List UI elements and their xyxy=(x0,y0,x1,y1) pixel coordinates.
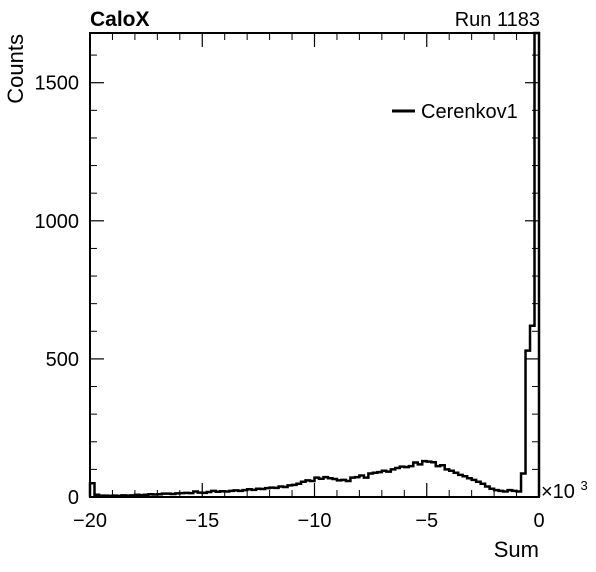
y-tick-label: 0 xyxy=(68,487,79,509)
histogram-bin xyxy=(409,466,413,497)
legend-entry-cerenkov1: Cerenkov1 xyxy=(421,101,518,123)
x-tick-label: −20 xyxy=(73,510,107,532)
histogram-bin xyxy=(310,481,314,497)
histogram-line-cerenkov1 xyxy=(88,31,541,498)
histogram-bin xyxy=(427,462,431,497)
histogram-bin xyxy=(454,473,458,497)
histogram-bin xyxy=(400,467,404,497)
histogram-bin xyxy=(458,475,462,497)
x-exponent-base: ×10 xyxy=(541,481,575,503)
x-exponent-power: 3 xyxy=(581,478,588,493)
histogram-bin xyxy=(341,480,345,497)
histogram-bin xyxy=(395,468,399,497)
histogram-bin xyxy=(449,471,453,497)
histogram-bin xyxy=(292,485,296,497)
histogram-bin xyxy=(373,473,377,497)
histogram-bin xyxy=(431,462,435,497)
x-tick-label: −10 xyxy=(298,510,332,532)
legend: Cerenkov1 xyxy=(392,101,518,123)
histogram-bin xyxy=(422,461,426,497)
histogram-bin xyxy=(274,488,278,497)
x-tick-label: −5 xyxy=(415,510,438,532)
histogram-bin xyxy=(391,469,395,497)
histogram-bin xyxy=(364,478,368,497)
histogram-bin xyxy=(377,472,381,497)
histogram-bin xyxy=(319,479,323,497)
x-exponent-label: ×10 3 xyxy=(541,478,588,503)
experiment-label: CaloX xyxy=(90,8,150,31)
histogram-bin xyxy=(436,466,440,497)
histogram-bin xyxy=(337,480,341,497)
histogram-bin xyxy=(332,479,336,497)
y-tick-label: 500 xyxy=(46,349,79,371)
histogram-bin xyxy=(445,469,449,497)
y-axis-label: Counts xyxy=(3,34,28,104)
histogram-bin xyxy=(283,487,287,497)
y-tick-label: 1500 xyxy=(35,73,80,95)
histogram-bin xyxy=(346,481,350,497)
histogram-bin xyxy=(404,467,408,497)
histogram-bin xyxy=(323,477,327,497)
y-tick-label: 1000 xyxy=(35,211,80,233)
x-tick-label: −15 xyxy=(185,510,219,532)
histogram-bin xyxy=(382,471,386,497)
x-axis-label: Sum xyxy=(494,537,539,562)
histogram-bin xyxy=(355,477,359,497)
axis-tick-labels: −20 −15 −10 −5 0 0 500 1000 1500 xyxy=(35,73,545,532)
histogram-bin xyxy=(386,472,390,497)
histogram-bin xyxy=(328,478,332,497)
histogram-series xyxy=(88,31,541,498)
x-tick-label: 0 xyxy=(533,510,544,532)
run-label: Run 1183 xyxy=(455,9,540,31)
histogram-bin xyxy=(413,462,417,497)
histogram-bin xyxy=(418,464,422,497)
